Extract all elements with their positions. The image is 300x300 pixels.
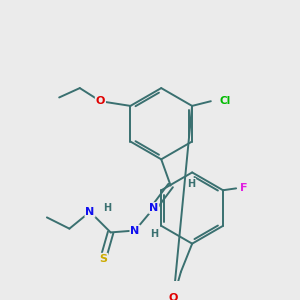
Text: O: O (96, 96, 105, 106)
Text: N: N (85, 207, 94, 217)
Text: Cl: Cl (219, 96, 230, 106)
Text: S: S (99, 254, 107, 264)
Text: H: H (187, 179, 195, 189)
Text: H: H (103, 203, 111, 213)
Text: N: N (149, 203, 158, 213)
Text: N: N (130, 226, 140, 236)
Text: O: O (169, 293, 178, 300)
Text: H: H (150, 229, 158, 239)
Text: F: F (240, 183, 247, 194)
